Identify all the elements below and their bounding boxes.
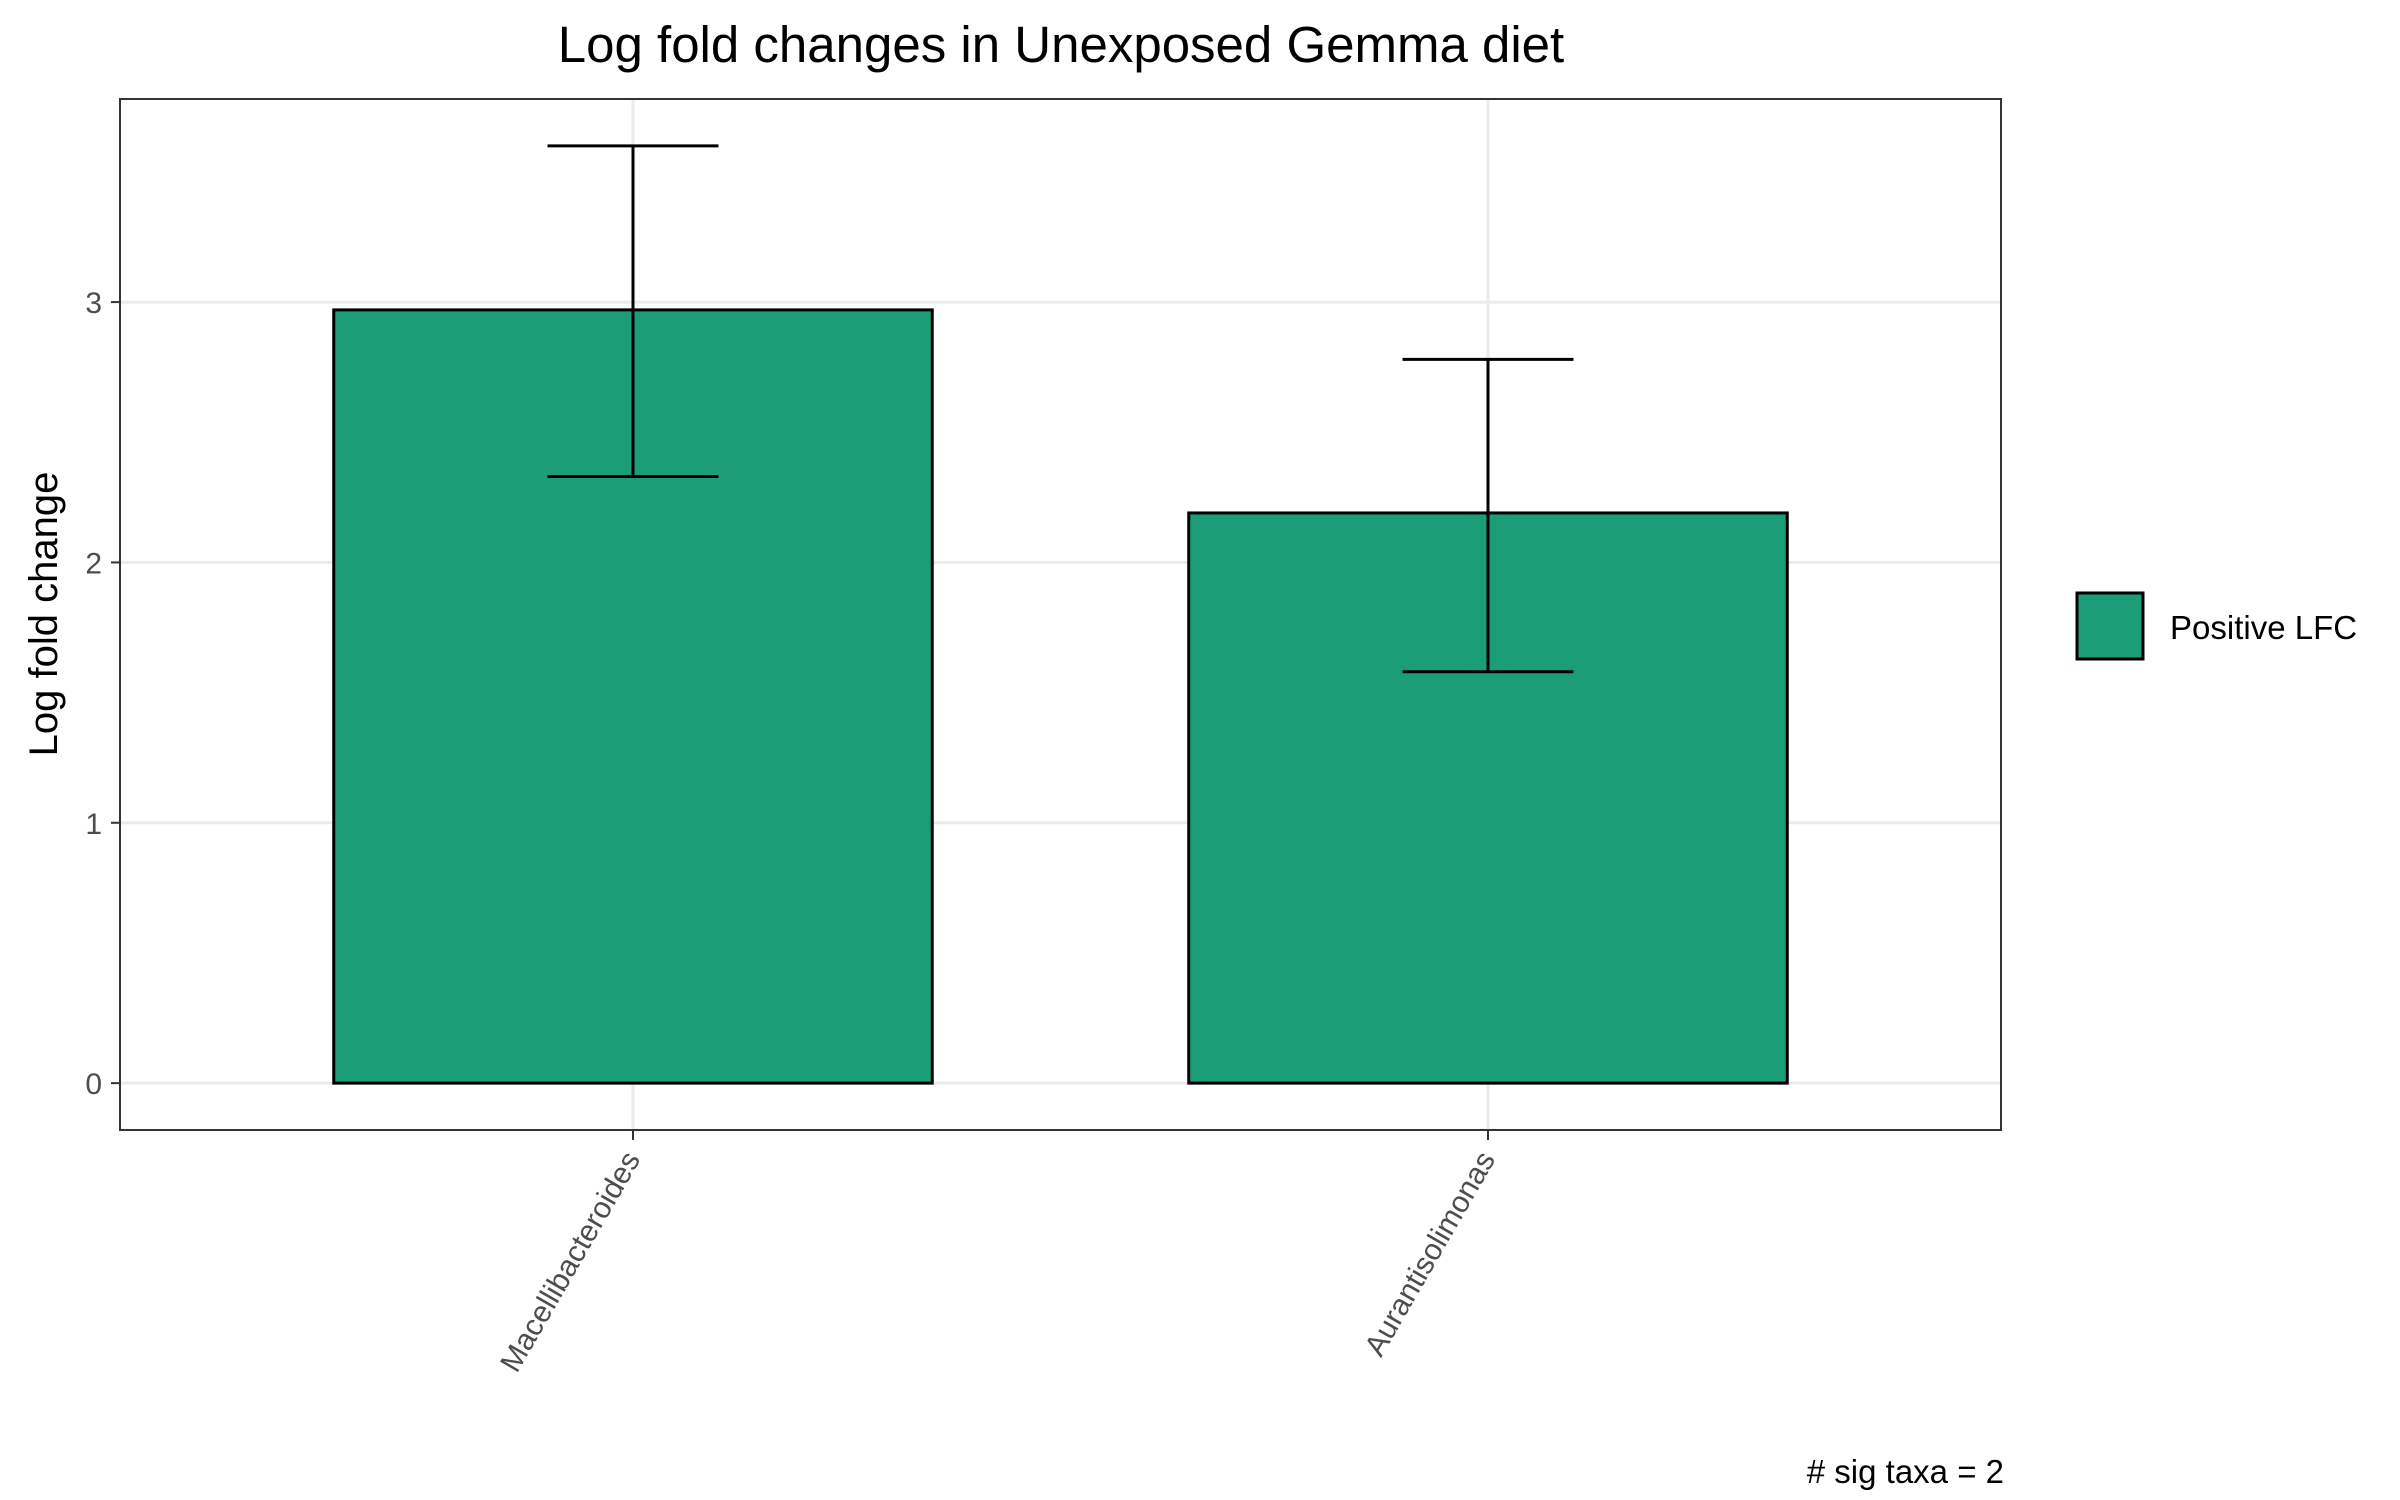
y-tick-label: 3 [85,287,102,320]
y-tick-label: 0 [85,1068,102,1101]
legend: Positive LFC [2075,591,2357,661]
error-bars [547,144,1574,674]
y-axis-title: Log fold change [22,472,66,757]
y-tick-label: 2 [85,547,102,580]
caption: # sig taxa = 2 [1807,1453,2004,1490]
chart-title: Log fold changes in Unexposed Gemma diet [558,16,1564,73]
error-bar-aurantisolimonas [1402,357,1574,674]
legend-label-positive-lfc: Positive LFC [2170,609,2357,646]
y-axis: 0 1 2 3 [85,287,120,1101]
error-bar-macellibacteroides [547,144,719,479]
plot-panel-border [119,98,2002,1131]
legend-key-positive-lfc [2075,591,2145,661]
y-tick-label: 1 [85,808,102,841]
